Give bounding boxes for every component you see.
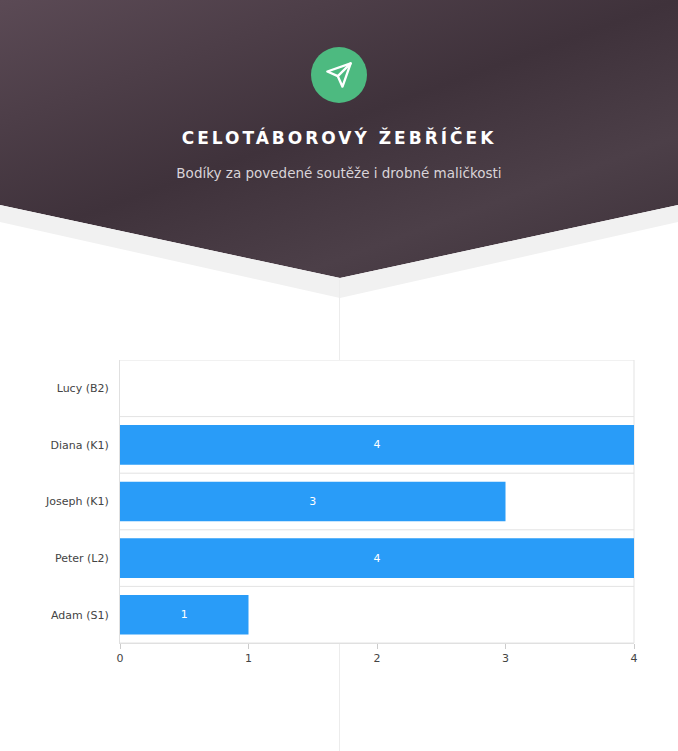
svg-text:Adam (S1): Adam (S1) [51,609,109,622]
svg-text:Lucy (B2): Lucy (B2) [57,382,109,395]
svg-text:4: 4 [631,652,638,665]
svg-text:4: 4 [374,438,381,451]
html-text:Bodíky za povedené soutěže i d: Bodíky za povedené soutěže i drobné mali… [176,165,502,181]
svg-text:1: 1 [245,652,252,665]
html-text:CELOTÁBOROVÝ ŽEBŘÍČEK: CELOTÁBOROVÝ ŽEBŘÍČEK [181,128,497,148]
svg-text:Diana (K1): Diana (K1) [51,439,109,452]
svg-text:Peter (L2): Peter (L2) [55,552,109,565]
svg-text:4: 4 [374,552,381,565]
svg-text:0: 0 [117,652,124,665]
svg-text:3: 3 [502,652,509,665]
svg-text:1: 1 [181,608,188,621]
svg-text:3: 3 [309,495,316,508]
svg-text:Joseph (K1): Joseph (K1) [45,495,109,508]
svg-text:2: 2 [374,652,381,665]
